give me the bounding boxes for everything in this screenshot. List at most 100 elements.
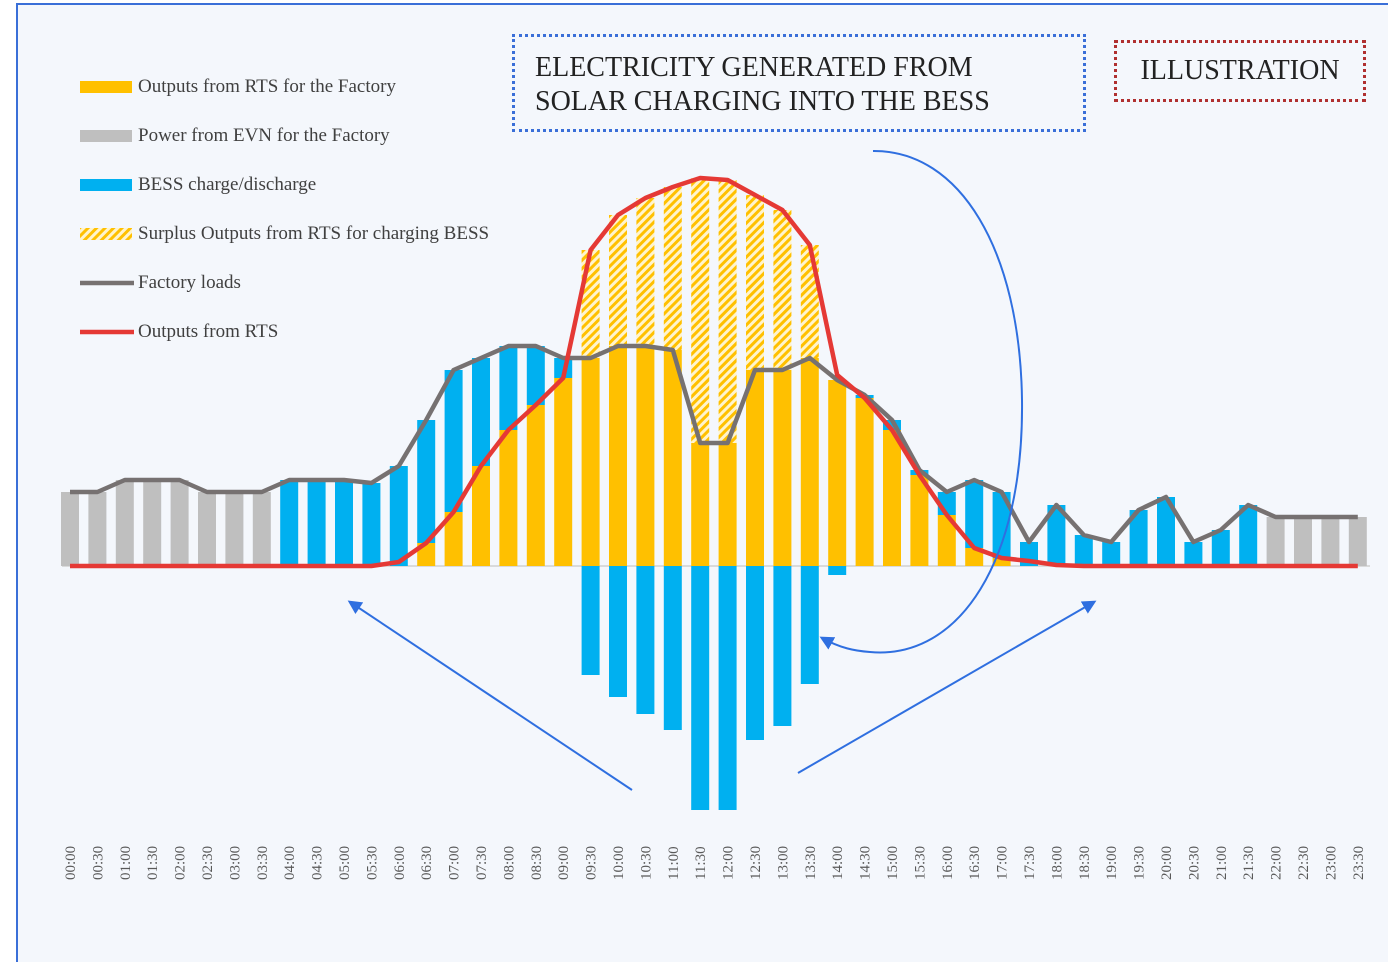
legend-swatch xyxy=(80,130,132,142)
bar xyxy=(718,566,737,810)
x-tick-label: 19:00 xyxy=(1104,846,1120,880)
x-tick-label: 21:30 xyxy=(1241,846,1257,880)
bar xyxy=(307,480,326,566)
x-tick-label: 14:00 xyxy=(830,846,846,880)
x-tick-label: 18:00 xyxy=(1049,846,1065,880)
bar xyxy=(855,398,874,566)
bar xyxy=(828,566,847,575)
bar xyxy=(1266,517,1285,566)
bar xyxy=(663,187,682,350)
bar xyxy=(170,480,189,566)
bar xyxy=(800,566,819,684)
bar xyxy=(554,378,573,566)
bar xyxy=(143,480,162,566)
x-tick-label: 17:00 xyxy=(995,846,1011,880)
bar xyxy=(883,430,901,566)
bar xyxy=(198,492,216,566)
bar xyxy=(636,566,655,714)
x-tick-label: 01:00 xyxy=(118,846,134,880)
bar xyxy=(965,548,984,566)
bar xyxy=(472,358,490,466)
bar xyxy=(472,466,490,566)
bar xyxy=(718,180,737,443)
legend-label: Factory loads xyxy=(138,272,241,293)
bar xyxy=(691,443,710,566)
x-tick-label: 02:30 xyxy=(200,846,216,880)
bar xyxy=(663,350,682,566)
bar xyxy=(718,443,737,566)
x-tick-label: 14:30 xyxy=(858,846,874,880)
bar xyxy=(992,492,1011,558)
bar xyxy=(691,178,710,443)
bar xyxy=(746,566,764,740)
bar xyxy=(499,346,518,430)
bar xyxy=(1211,530,1230,566)
bar xyxy=(1074,535,1093,566)
x-tick-label: 15:30 xyxy=(912,846,928,880)
bar xyxy=(526,405,545,566)
bar xyxy=(61,492,79,566)
bar xyxy=(910,475,929,566)
bar xyxy=(1047,505,1066,566)
bar xyxy=(1184,542,1203,566)
x-tick-label: 19:30 xyxy=(1132,846,1148,880)
x-tick-label: 01:30 xyxy=(145,846,161,880)
x-tick-label: 03:30 xyxy=(255,846,271,880)
bar xyxy=(581,566,600,675)
bar xyxy=(417,420,436,543)
x-tick-label: 13:30 xyxy=(803,846,819,880)
bar xyxy=(1348,517,1367,566)
legend-label: Outputs from RTS xyxy=(138,321,279,342)
x-tick-label: 06:00 xyxy=(392,846,408,880)
bar xyxy=(335,480,353,566)
x-tick-label: 05:30 xyxy=(364,846,380,880)
bar xyxy=(581,250,600,358)
bar xyxy=(965,480,984,548)
bar xyxy=(252,492,271,566)
x-tick-label: 00:30 xyxy=(90,846,106,880)
annotation: ELECTRICITY GENERATED FROM SOLAR CHARGIN… xyxy=(535,52,990,117)
x-tick-label: 23:00 xyxy=(1323,846,1339,880)
arrow xyxy=(797,600,1097,774)
legend-swatch xyxy=(80,228,132,240)
x-tick-label: 05:00 xyxy=(337,846,353,880)
bar xyxy=(746,370,764,566)
bar xyxy=(663,566,682,730)
bar xyxy=(937,515,956,566)
bar xyxy=(609,566,627,697)
x-tick-label: 10:30 xyxy=(638,846,654,880)
arrow xyxy=(347,600,633,791)
bar xyxy=(1129,510,1148,566)
x-tick-label: 10:00 xyxy=(611,846,627,880)
x-tick-label: 08:00 xyxy=(501,846,517,880)
x-tick-label: 09:00 xyxy=(556,846,572,880)
x-tick-label: 20:00 xyxy=(1159,846,1175,880)
legend-swatch xyxy=(80,81,132,93)
bar xyxy=(800,358,819,566)
bar xyxy=(883,420,901,430)
bar xyxy=(444,370,463,512)
x-tick-label: 04:00 xyxy=(282,846,298,880)
bar xyxy=(828,380,847,566)
x-tick-label: 07:00 xyxy=(447,846,463,880)
bar xyxy=(115,480,134,566)
x-tick-label: 16:00 xyxy=(940,846,956,880)
x-tick-label: 09:30 xyxy=(584,846,600,880)
bar xyxy=(773,210,792,370)
x-tick-label: 13:00 xyxy=(775,846,791,880)
legend-label: Outputs from RTS for the Factory xyxy=(138,76,396,97)
bar xyxy=(992,558,1011,566)
bar xyxy=(1321,517,1340,566)
x-tick-label: 21:00 xyxy=(1214,846,1230,880)
bar xyxy=(280,480,299,566)
callout-ellipse xyxy=(819,149,1024,654)
x-tick-label: 00:00 xyxy=(63,846,79,880)
bar xyxy=(88,492,107,566)
x-tick-label: 02:00 xyxy=(173,846,189,880)
legend-label: Power from EVN for the Factory xyxy=(138,125,390,146)
bar xyxy=(499,430,518,566)
x-tick-label: 15:00 xyxy=(885,846,901,880)
x-tick-label: 11:00 xyxy=(666,846,682,880)
line xyxy=(70,343,1358,545)
